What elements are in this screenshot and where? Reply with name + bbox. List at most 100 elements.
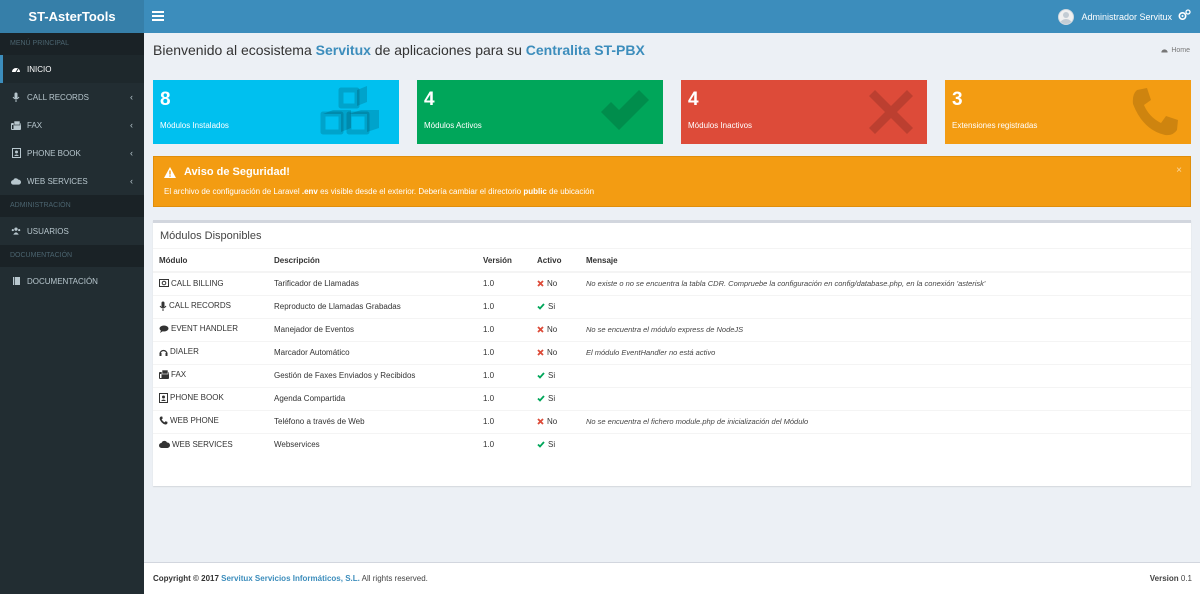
module-name-text: EVENT HANDLER xyxy=(171,324,238,334)
chevron-left-icon: ‹ xyxy=(130,92,133,102)
comments-icon xyxy=(159,325,169,333)
module-desc: Marcador Automático xyxy=(268,340,477,364)
module-message xyxy=(580,294,1191,318)
chevron-left-icon: ‹ xyxy=(130,148,133,158)
bars-icon[interactable] xyxy=(152,9,164,23)
alert-title-text: Aviso de Seguridad! xyxy=(184,166,290,178)
col-modulo: Módulo xyxy=(153,249,268,273)
cloud-icon xyxy=(11,176,21,186)
module-version: 1.0 xyxy=(477,432,531,456)
microphone-icon xyxy=(11,92,21,102)
copyright-prefix: Copyright © 2017 xyxy=(153,574,222,583)
module-desc: Webservices xyxy=(268,432,477,456)
users-icon xyxy=(11,226,21,236)
sidebar-item-label: FAX xyxy=(27,120,43,130)
module-name-text: CALL BILLING xyxy=(171,278,224,288)
alert-public-dir: public xyxy=(523,187,547,196)
col-mensaje: Mensaje xyxy=(580,249,1191,273)
user-menu[interactable]: Administrador Servitux xyxy=(1058,0,1172,33)
sidebar-item-call-records[interactable]: CALL RECORDS ‹ xyxy=(0,83,144,111)
table-row: PHONE BOOK Agenda Compartida 1.0 Si xyxy=(153,386,1191,410)
title-text: Bienvenido al ecosistema xyxy=(153,42,316,58)
app-logo[interactable]: ST-AsterTools xyxy=(0,0,144,33)
sidebar-item-label: INICIO xyxy=(27,64,52,74)
module-version: 1.0 xyxy=(477,271,531,295)
module-desc: Gestión de Faxes Enviados y Recibidos xyxy=(268,363,477,387)
version: Version 0.1 xyxy=(1150,574,1192,583)
breadcrumb-home[interactable]: Home xyxy=(1171,47,1190,54)
sidebar-item-inicio[interactable]: INICIO xyxy=(0,55,144,83)
check-icon xyxy=(601,90,649,130)
table-header-row: Módulo Descripción Versión Activo Mensaj… xyxy=(153,249,1191,273)
module-name-text: PHONE BOOK xyxy=(170,393,224,402)
company-link[interactable]: Servitux Servicios Informáticos, S.L. xyxy=(221,574,360,583)
headphones-icon xyxy=(159,349,168,356)
sidebar-item-documentacion[interactable]: DOCUMENTACIÓN xyxy=(0,267,144,295)
close-icon[interactable]: × xyxy=(1176,165,1182,176)
module-version: 1.0 xyxy=(477,363,531,387)
phone-icon xyxy=(1132,88,1178,136)
module-active: No xyxy=(531,409,580,433)
table-row: WEB SERVICES Webservices 1.0 Si xyxy=(153,432,1191,456)
sidebar-item-label: PHONE BOOK xyxy=(27,148,81,158)
panel-title: Módulos Disponibles xyxy=(160,230,262,242)
top-navbar: ST-AsterTools Administrador Servitux xyxy=(0,0,1200,33)
col-descripcion: Descripción xyxy=(268,249,477,273)
user-name: Administrador Servitux xyxy=(1081,11,1172,22)
gears-icon[interactable] xyxy=(1178,9,1192,23)
dashboard-icon xyxy=(11,64,21,74)
module-version: 1.0 xyxy=(477,340,531,364)
breadcrumb[interactable]: Home xyxy=(1160,47,1190,54)
main-content: Bienvenido al ecosistema Servitux de apl… xyxy=(144,33,1200,562)
status-text: Si xyxy=(548,393,556,403)
alert-text: de ubicación xyxy=(546,187,595,196)
module-message: No existe o no se encuentra la tabla CDR… xyxy=(580,271,1191,295)
status-text: No xyxy=(547,324,558,334)
module-name-text: DIALER xyxy=(170,347,199,357)
col-version: Versión xyxy=(477,249,531,273)
stat-value: 8 xyxy=(160,89,171,110)
sidebar-item-phone-book[interactable]: PHONE BOOK ‹ xyxy=(0,139,144,167)
module-name: DIALER xyxy=(153,340,268,364)
module-version: 1.0 xyxy=(477,409,531,433)
status-text: No xyxy=(547,278,558,288)
divider xyxy=(153,248,1191,249)
module-name-text: WEB SERVICES xyxy=(172,439,233,449)
module-name: EVENT HANDLER xyxy=(153,317,268,341)
module-version: 1.0 xyxy=(477,317,531,341)
dashboard-icon xyxy=(1161,49,1168,53)
module-version: 1.0 xyxy=(477,294,531,318)
table-row: FAX Gestión de Faxes Enviados y Recibido… xyxy=(153,363,1191,387)
module-name: CALL RECORDS xyxy=(153,294,268,318)
table-row: CALL BILLING Tarificador de Llamadas 1.0… xyxy=(153,271,1191,295)
check-icon xyxy=(537,441,545,448)
module-active: Si xyxy=(531,363,580,387)
stat-label: Módulos Inactivos xyxy=(688,121,753,130)
modules-panel: Módulos Disponibles Módulo Descripción V… xyxy=(153,220,1191,486)
module-desc: Teléfono a través de Web xyxy=(268,409,477,433)
stat-label: Módulos Activos xyxy=(424,121,482,130)
status-text: No xyxy=(547,416,558,426)
sidebar-item-fax[interactable]: FAX ‹ xyxy=(0,111,144,139)
sidebar-item-web-services[interactable]: WEB SERVICES ‹ xyxy=(0,167,144,195)
module-message xyxy=(580,363,1191,387)
times-icon xyxy=(869,90,913,134)
copyright: Copyright © 2017 Servitux Servicios Info… xyxy=(153,574,428,583)
stat-value: 4 xyxy=(424,89,435,110)
table-row: EVENT HANDLER Manejador de Eventos 1.0 N… xyxy=(153,317,1191,341)
version-value: 0.1 xyxy=(1178,574,1192,583)
module-active: Si xyxy=(531,386,580,410)
stat-box-extensions: 3 Extensiones registradas xyxy=(945,80,1191,144)
phone-icon xyxy=(159,416,168,425)
times-icon xyxy=(537,280,544,287)
sidebar-item-label: USUARIOS xyxy=(27,226,69,236)
microphone-icon xyxy=(159,301,167,311)
module-desc: Tarificador de Llamadas xyxy=(268,271,477,295)
sidebar-item-usuarios[interactable]: USUARIOS xyxy=(0,217,144,245)
stat-label: Extensiones registradas xyxy=(952,121,1038,130)
sidebar-item-label: CALL RECORDS xyxy=(27,92,89,102)
module-desc: Reproducto de Llamadas Grabadas xyxy=(268,294,477,318)
fax-icon xyxy=(11,120,21,130)
module-name: FAX xyxy=(153,363,268,387)
module-active: No xyxy=(531,317,580,341)
